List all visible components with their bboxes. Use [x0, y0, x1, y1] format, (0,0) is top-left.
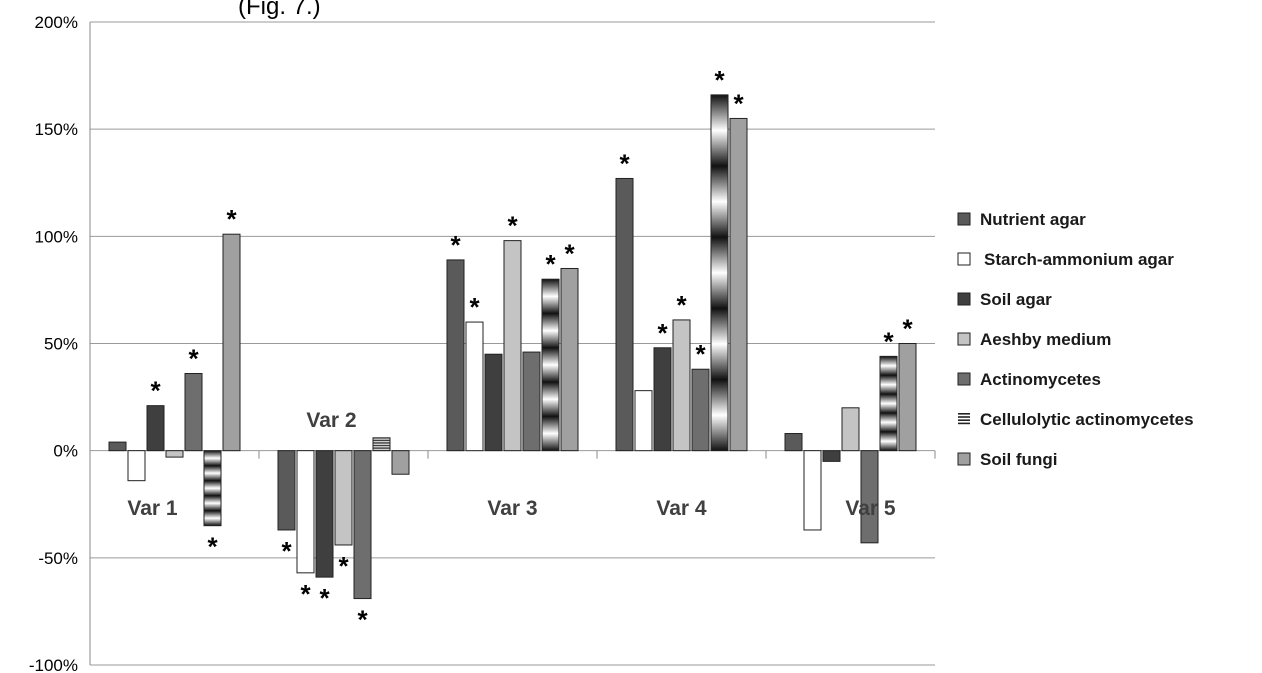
- significance-star: *: [695, 339, 706, 369]
- significance-star: *: [188, 344, 199, 374]
- legend-swatch: [958, 333, 970, 345]
- bar-soil-agar-var-4: [654, 348, 671, 451]
- bar-soil-fungi-var-5: [899, 344, 916, 451]
- bar-aeshby-medium-var-3: [504, 241, 521, 451]
- significance-star: *: [319, 583, 330, 613]
- bar-nutrient-agar-var-1: [109, 442, 126, 451]
- bar-aeshby-medium-var-1: [166, 451, 183, 457]
- y-tick-label: -100%: [29, 656, 78, 673]
- bar-cellulolytic-actinomycetes-var-1: [204, 451, 221, 526]
- bar-soil-agar-var-1: [147, 406, 164, 451]
- bar-actinomycetes-var-3: [523, 352, 540, 451]
- legend-entry: Cellulolytic actinomycetes: [958, 410, 1194, 429]
- bar-aeshby-medium-var-5: [842, 408, 859, 451]
- bar-cellulolytic-actinomycetes-var-2: [373, 438, 390, 451]
- y-tick-label: 200%: [35, 13, 78, 32]
- significance-star: *: [902, 314, 913, 344]
- legend: Nutrient agar Starch-ammonium agar Soil ag…: [958, 210, 1194, 469]
- significance-star: *: [357, 605, 368, 635]
- bar-starch-ammonium-agar-var-5: [804, 451, 821, 530]
- category-label: Var 4: [656, 497, 707, 520]
- bar-cellulolytic-actinomycetes-var-3: [542, 279, 559, 450]
- legend-entry: Starch-ammonium agar: [958, 250, 1174, 269]
- legend-entry: Soil fungi: [958, 450, 1057, 469]
- legend-swatch-line: [958, 413, 970, 415]
- legend-swatch-line: [958, 423, 970, 425]
- significance-star: *: [226, 204, 237, 234]
- bar-starch-ammonium-agar-var-4: [635, 391, 652, 451]
- legend-entry: Aeshby medium: [958, 330, 1111, 349]
- bar-actinomycetes-var-1: [185, 374, 202, 451]
- bar-starch-ammonium-agar-var-1: [128, 451, 145, 481]
- category-label: Var 3: [487, 497, 537, 520]
- significance-star: *: [507, 211, 518, 241]
- legend-label: Soil fungi: [980, 450, 1057, 469]
- bar-cellulolytic-actinomycetes-var-4: [711, 95, 728, 451]
- bar-nutrient-agar-var-2: [278, 451, 295, 530]
- significance-star: *: [676, 290, 687, 320]
- bar-aeshby-medium-var-2: [335, 451, 352, 545]
- bar-nutrient-agar-var-3: [447, 260, 464, 451]
- legend-swatch: [958, 213, 970, 225]
- significance-star: *: [657, 318, 668, 348]
- significance-star: *: [564, 238, 575, 268]
- significance-star: *: [281, 536, 292, 566]
- y-tick-label: 100%: [35, 227, 78, 246]
- legend-label: Aeshby medium: [980, 330, 1111, 349]
- bar-cellulolytic-actinomycetes-var-5: [880, 356, 897, 450]
- significance-star: *: [150, 376, 161, 406]
- legend-swatch: [958, 373, 970, 385]
- significance-star: *: [619, 148, 630, 178]
- category-label: Var 2: [306, 409, 356, 432]
- bar-nutrient-agar-var-4: [616, 178, 633, 450]
- significance-star: *: [714, 65, 725, 95]
- significance-star: *: [469, 292, 480, 322]
- bar-soil-fungi-var-3: [561, 268, 578, 450]
- figure-caption-fragment: (Fig. 7.): [238, 0, 321, 20]
- legend-label: Actinomycetes: [980, 370, 1101, 389]
- legend-entry: Nutrient agar: [958, 210, 1086, 229]
- legend-swatch-line: [958, 416, 970, 418]
- bars: [109, 95, 916, 599]
- category-label: Var 1: [127, 497, 178, 520]
- significance-star: *: [733, 88, 744, 118]
- bar-actinomycetes-var-2: [354, 451, 371, 599]
- y-tick-label: 0%: [53, 442, 78, 461]
- bar-starch-ammonium-agar-var-3: [466, 322, 483, 451]
- legend-swatch: [958, 453, 970, 465]
- bar-aeshby-medium-var-4: [673, 320, 690, 451]
- bar-soil-fungi-var-1: [223, 234, 240, 450]
- legend-label: Nutrient agar: [980, 210, 1086, 229]
- legend-label: Cellulolytic actinomycetes: [980, 410, 1194, 429]
- legend-swatch: [958, 253, 970, 265]
- bar-soil-agar-var-5: [823, 451, 840, 462]
- legend-swatch: [958, 293, 970, 305]
- bar-actinomycetes-var-4: [692, 369, 709, 450]
- legend-label: Soil agar: [980, 290, 1052, 309]
- significance-star: *: [450, 230, 461, 260]
- bar-nutrient-agar-var-5: [785, 434, 802, 451]
- significance-star: *: [545, 249, 556, 279]
- significance-star: *: [338, 551, 349, 581]
- bar-starch-ammonium-agar-var-2: [297, 451, 314, 573]
- bar-soil-fungi-var-4: [730, 118, 747, 450]
- category-label: Var 5: [845, 497, 896, 520]
- bar-soil-fungi-var-2: [392, 451, 409, 475]
- y-tick-label: -50%: [38, 549, 78, 568]
- y-tick-label: 150%: [35, 120, 78, 139]
- significance-star: *: [300, 579, 311, 609]
- significance-markers: * * * * * * * * * * * * * * * * * * * * * *: [150, 65, 913, 635]
- bar-soil-agar-var-3: [485, 354, 502, 450]
- legend-entry: Actinomycetes: [958, 370, 1101, 389]
- significance-star: *: [883, 326, 894, 356]
- legend-entry: Soil agar: [958, 290, 1052, 309]
- legend-label: Starch-ammonium agar: [984, 250, 1174, 269]
- bar-soil-agar-var-2: [316, 451, 333, 577]
- y-tick-label: 50%: [44, 335, 78, 354]
- legend-swatch-line: [958, 419, 970, 421]
- significance-star: *: [207, 532, 218, 562]
